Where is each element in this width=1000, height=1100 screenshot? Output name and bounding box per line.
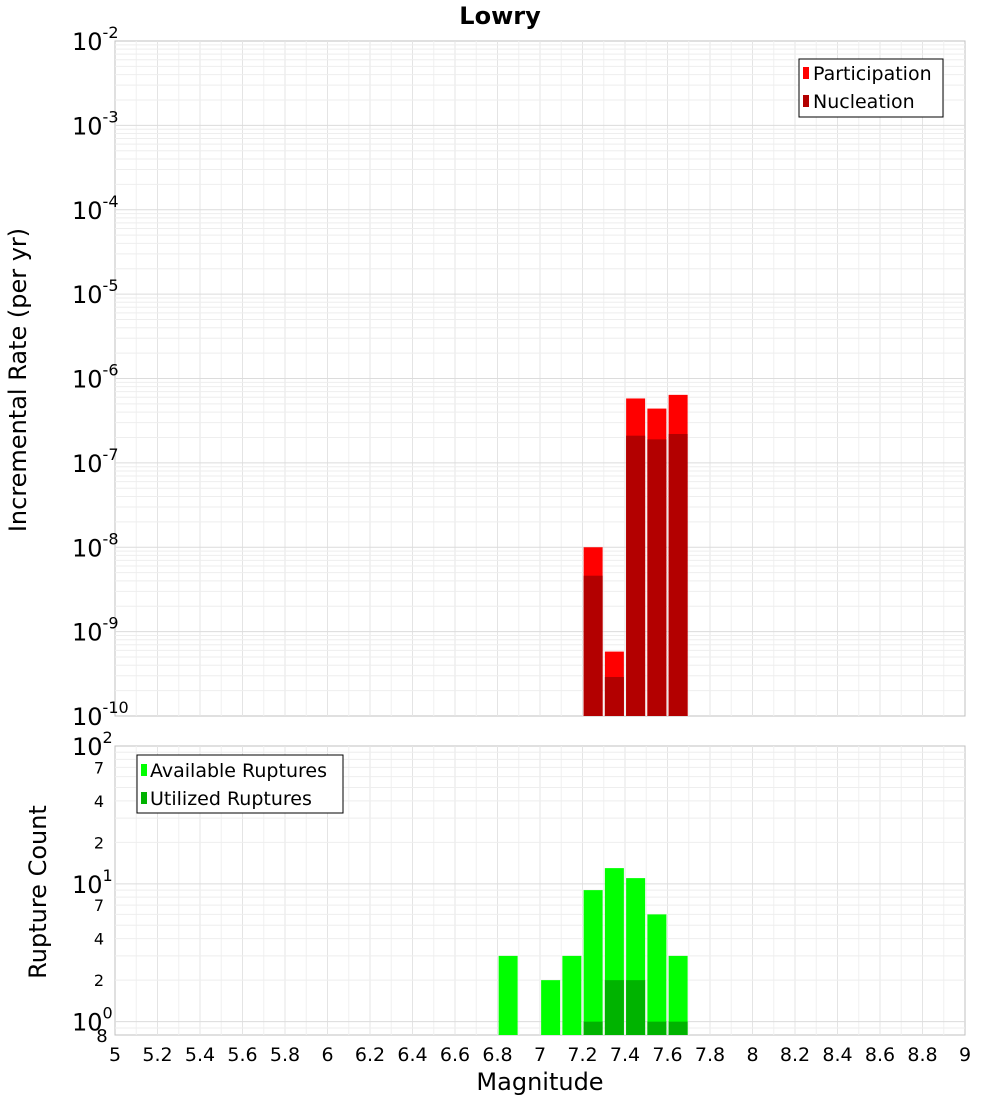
rate-y-tick-label: 10-6 [72, 361, 119, 394]
x-tick-label: 7.8 [695, 1044, 725, 1066]
count-y-axis-label: Rupture Count [24, 805, 52, 979]
x-tick-label: 8.6 [865, 1044, 895, 1066]
bar-utilized-ruptures [583, 1021, 603, 1035]
count-y-minor-tick-label: 4 [94, 792, 104, 811]
bar-nucleation [583, 575, 603, 716]
rate-grid [115, 41, 965, 716]
rate-y-tick-label: 10-5 [72, 276, 119, 309]
count-panel: 100 101 102 2 4 7 2 4 7 8 5 5.2 5.4 5.6 5.8 6 6.2 6.4 6.6… [24, 728, 971, 1096]
x-tick-label: 7 [534, 1044, 546, 1066]
rate-y-tick-label: 10-3 [72, 107, 119, 140]
rate-legend-box [798, 58, 944, 118]
rate-panel: 10-10 10-9 10-8 10-7 10-6 10-5 10-4 10-3 10-2 In… [4, 23, 966, 731]
rate-y-axis-label: Incremental Rate (per yr) [4, 228, 32, 532]
count-y-minor-tick-label: 7 [94, 896, 104, 915]
bar-utilized-ruptures [626, 980, 646, 1035]
count-y-ticks: 100 101 102 2 4 7 2 4 7 8 [72, 728, 113, 1047]
x-tick-label: 5.4 [185, 1044, 215, 1066]
bar-available-ruptures [668, 955, 688, 1035]
bar-available-ruptures [541, 980, 561, 1035]
chart-title: Lowry [459, 2, 541, 30]
bar-utilized-ruptures [647, 1021, 667, 1035]
count-y-bottom-tick-label: 8 [96, 1026, 107, 1047]
x-tick-label: 9 [959, 1044, 971, 1066]
count-y-minor-tick-label: 2 [94, 971, 104, 990]
x-tick-label: 7.6 [652, 1044, 682, 1066]
rate-y-tick-label: 10-2 [72, 23, 119, 56]
x-ticks: 5 5.2 5.4 5.6 5.8 6 6.2 6.4 6.6 6.8 7 7.2 7.4 7.6 7.8 8… [109, 1044, 971, 1066]
count-y-minor-tick-label: 2 [94, 833, 104, 852]
x-axis-label: Magnitude [476, 1068, 603, 1096]
rate-y-tick-label: 10-8 [72, 529, 119, 562]
bar-available-ruptures [498, 955, 518, 1035]
count-grid [115, 746, 965, 1035]
legend-swatch-nucleation [803, 95, 809, 107]
bar-nucleation [626, 435, 646, 716]
x-tick-label: 5 [109, 1044, 121, 1066]
count-y-tick-label: 100 [72, 1004, 113, 1037]
x-tick-label: 6 [321, 1044, 333, 1066]
rate-bars [583, 394, 688, 716]
count-y-tick-label: 102 [72, 728, 113, 761]
bar-available-ruptures [647, 914, 667, 1035]
x-tick-label: 8.8 [907, 1044, 937, 1066]
bar-utilized-ruptures [668, 1021, 688, 1035]
x-tick-label: 8.2 [780, 1044, 810, 1066]
legend-swatch-utilized [141, 792, 147, 804]
x-tick-label: 5.8 [270, 1044, 300, 1066]
rate-y-ticks: 10-10 10-9 10-8 10-7 10-6 10-5 10-4 10-3 10-2 [72, 23, 129, 731]
legend-swatch-participation [803, 67, 809, 79]
bar-available-ruptures [562, 955, 582, 1035]
x-tick-label: 6.6 [440, 1044, 470, 1066]
x-tick-label: 7.4 [610, 1044, 640, 1066]
count-legend: Available Ruptures Utilized Ruptures [136, 754, 344, 814]
legend-label-available: Available Ruptures [150, 760, 327, 782]
x-tick-label: 7.2 [567, 1044, 597, 1066]
x-tick-label: 6.8 [482, 1044, 512, 1066]
rate-y-tick-label: 10-10 [72, 698, 129, 731]
bar-nucleation [604, 676, 624, 716]
x-tick-label: 8.4 [822, 1044, 852, 1066]
x-tick-label: 6.4 [397, 1044, 427, 1066]
rate-y-tick-label: 10-7 [72, 445, 119, 478]
rate-y-tick-label: 10-4 [72, 192, 119, 225]
legend-label-nucleation: Nucleation [813, 91, 915, 113]
legend-label-utilized: Utilized Ruptures [150, 788, 312, 810]
count-legend-box [136, 754, 344, 814]
count-bars [498, 868, 688, 1035]
x-tick-label: 6.2 [355, 1044, 385, 1066]
legend-label-participation: Participation [813, 63, 932, 85]
bar-utilized-ruptures [604, 980, 624, 1035]
rate-y-tick-label: 10-9 [72, 614, 119, 647]
legend-swatch-available [141, 764, 147, 776]
count-y-minor-tick-label: 4 [94, 930, 104, 949]
count-y-minor-tick-label: 7 [94, 758, 104, 777]
bar-nucleation [647, 439, 667, 716]
bar-nucleation [668, 433, 688, 716]
count-y-tick-label: 101 [72, 866, 113, 899]
x-tick-label: 5.6 [227, 1044, 257, 1066]
rate-legend: Participation Nucleation [798, 58, 944, 118]
x-tick-label: 5.2 [142, 1044, 172, 1066]
x-tick-label: 8 [746, 1044, 758, 1066]
bar-available-ruptures [583, 890, 603, 1035]
